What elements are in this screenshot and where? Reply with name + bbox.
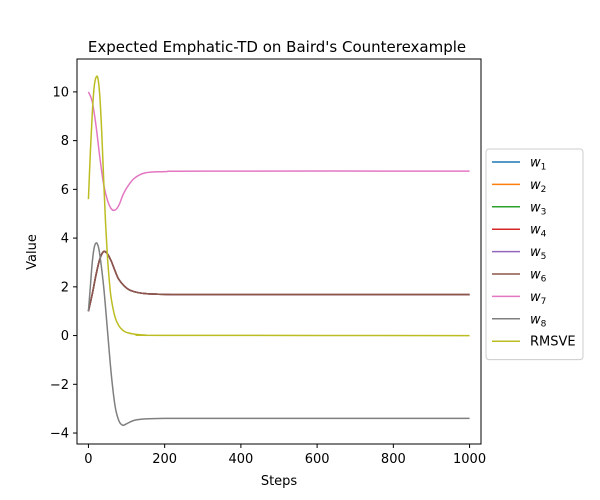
y-tick-label: 8 (61, 134, 69, 149)
x-axis-label: Steps (261, 474, 298, 489)
x-tick-label: 600 (305, 452, 330, 467)
y-tick-label: 2 (61, 280, 69, 295)
legend-entry-5: w5 (530, 245, 546, 262)
series-line-8 (87, 242, 470, 427)
y-tick-label: 6 (61, 183, 69, 198)
x-tick-label: 0 (84, 452, 92, 467)
y-tick-label: −4 (50, 427, 69, 442)
legend-entry-2: w2 (530, 178, 546, 195)
plot-frame (76, 58, 482, 445)
legend-entry-7: w7 (530, 290, 546, 307)
series-line-9 (87, 75, 470, 337)
series-layer (87, 75, 470, 427)
legend-entry-1: w1 (530, 156, 546, 173)
series-line-7 (87, 91, 470, 212)
legend-box (485, 148, 584, 361)
legend: w1 w2 w3 w4 w5 w6 w7 w8 RMSVE (485, 148, 584, 361)
legend-entry-3: w3 (530, 200, 546, 217)
y-tick-label: 10 (52, 85, 69, 100)
x-tick-label: 200 (152, 452, 177, 467)
legend-entry-8: w8 (530, 312, 547, 329)
y-axis-label: Value (25, 234, 40, 270)
series-line-6 (87, 250, 470, 312)
legend-entry-4: w4 (530, 223, 547, 240)
x-tick-label: 400 (228, 452, 253, 467)
y-tick-label: 0 (61, 329, 69, 344)
chart-title: Expected Emphatic-TD on Baird's Countere… (88, 38, 466, 56)
y-tick-label: −2 (50, 378, 69, 393)
x-tick-label: 800 (381, 452, 406, 467)
legend-entry-6: w6 (530, 268, 547, 285)
y-axis: −4 −2 0 2 4 6 8 10 (50, 85, 77, 442)
x-axis: 0 200 400 600 800 1000 (84, 444, 486, 467)
legend-entry-9: RMSVE (530, 335, 576, 350)
x-tick-label: 1000 (453, 452, 486, 467)
y-tick-label: 4 (61, 232, 69, 247)
